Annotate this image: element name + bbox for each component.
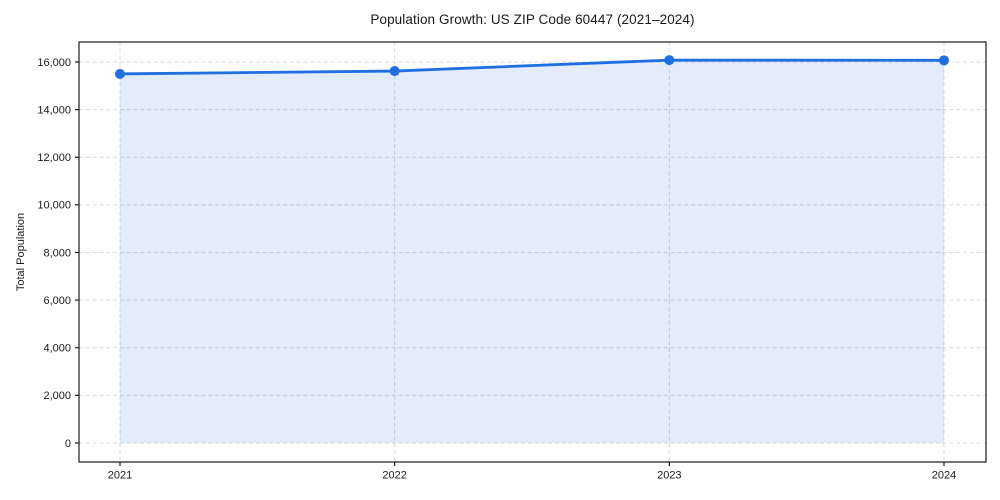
x-tick-label: 2024 [932,470,956,482]
chart-title: Population Growth: US ZIP Code 60447 (20… [370,12,695,27]
data-point [389,66,400,77]
data-point [939,55,949,66]
data-point [664,55,675,66]
x-tick-label: 2021 [108,470,132,482]
x-tick-label: 2022 [382,470,406,482]
y-tick-label: 2,000 [43,390,71,402]
y-tick-label: 16,000 [37,57,71,69]
data-point [115,68,125,79]
area-fill [120,60,944,443]
x-tick-label: 2023 [657,470,681,482]
y-tick-label: 6,000 [43,295,71,307]
data-line [118,58,946,76]
y-tick-label: 8,000 [43,247,71,259]
y-tick-label: 14,000 [37,104,71,116]
y-tick-label: 4,000 [43,343,71,355]
y-tick-label: 12,000 [37,152,71,164]
y-tick-label: 10,000 [37,200,71,212]
y-tick-label: 0 [65,438,71,450]
